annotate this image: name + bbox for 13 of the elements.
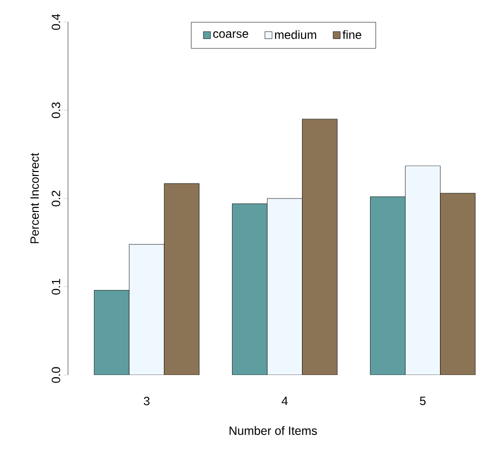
x-tick-label: 4 [282,396,288,406]
y-axis-title: Percent Incorrect [30,152,39,244]
legend-label: fine [342,30,362,39]
y-tick-label: 0.2 [52,190,60,206]
legend-label: medium [275,30,316,39]
y-tick-label: 0.4 [52,14,60,30]
y-tick-label: 0.0 [52,367,60,383]
legend-label: coarse [213,31,248,38]
y-tick-label: 0.1 [52,278,60,295]
x-axis-title: Number of Items [230,426,317,435]
x-tick-label: 3 [144,396,150,406]
y-tick-label: 0.3 [52,102,60,118]
x-tick-label: 5 [420,396,426,406]
